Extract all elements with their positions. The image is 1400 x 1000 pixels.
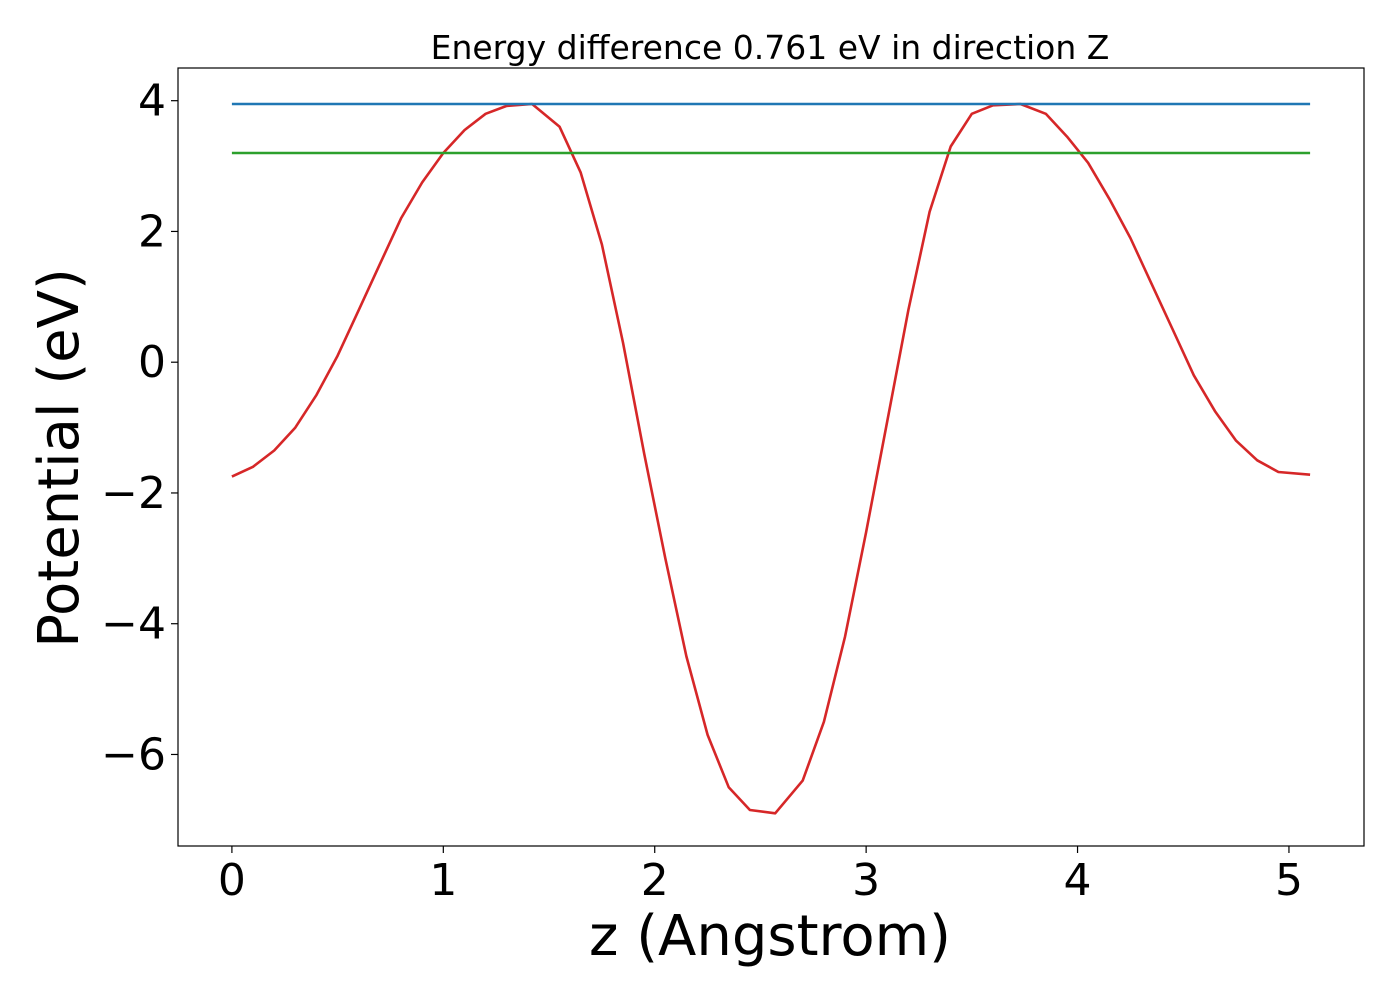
chart-title: Energy difference 0.761 eV in direction … — [431, 28, 1110, 67]
x-tick-label-5: 5 — [1275, 855, 1303, 906]
ticks-layer: 0 1 2 3 4 5 4 2 0 −2 −4 −6 — [101, 76, 1303, 906]
series-line-0 — [231, 102, 1311, 815]
y-tick-label-2: 0 — [138, 337, 166, 388]
x-tick-label-0: 0 — [218, 855, 246, 906]
y-tick-label-4: −4 — [101, 599, 166, 650]
y-tick-label-0: 4 — [138, 76, 166, 127]
plot-area — [177, 67, 1365, 847]
x-tick-label-2: 2 — [641, 855, 669, 906]
plot-frame — [177, 67, 1365, 847]
x-tick-label-4: 4 — [1064, 855, 1092, 906]
y-tick-label-5: −6 — [101, 729, 166, 780]
y-tick-label-1: 2 — [138, 206, 166, 257]
x-axis-label: z (Angstrom) — [589, 904, 951, 969]
series-layer — [231, 102, 1311, 815]
y-axis-label: Potential (eV) — [27, 268, 92, 648]
x-tick-label-3: 3 — [852, 855, 880, 906]
y-tick-label-3: −2 — [101, 468, 166, 519]
x-tick-label-1: 1 — [429, 855, 457, 906]
